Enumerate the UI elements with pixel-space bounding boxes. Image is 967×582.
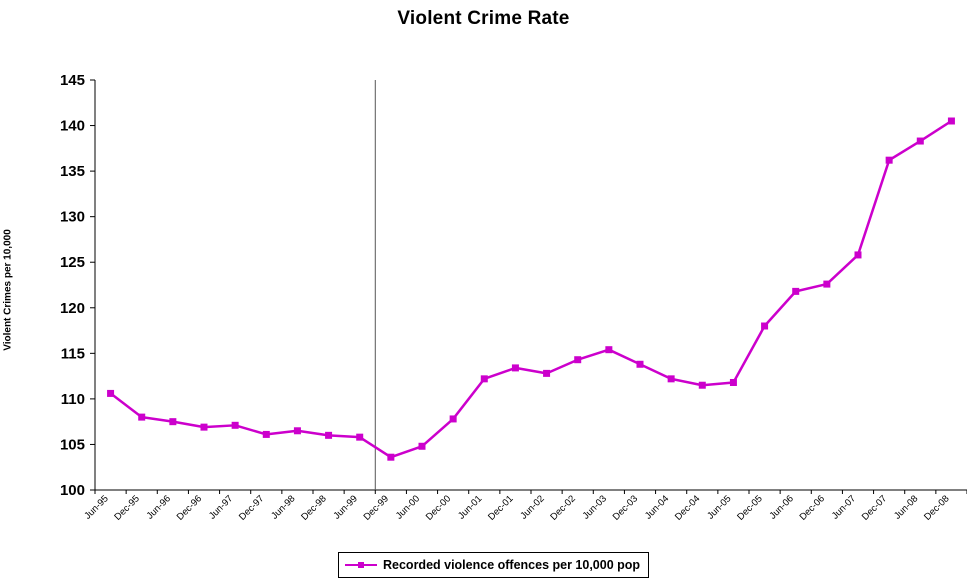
data-point-marker	[667, 375, 675, 383]
data-point-marker	[916, 137, 924, 145]
x-tick-label: Jun-07	[830, 493, 858, 521]
data-point-marker	[200, 423, 208, 431]
data-point-marker	[761, 322, 769, 330]
x-tick-label: Dec-03	[611, 493, 640, 522]
x-tick-label: Dec-06	[798, 493, 827, 522]
x-tick-label: Dec-05	[735, 493, 764, 522]
x-tick-label: Jun-02	[518, 493, 546, 521]
y-tick-label: 135	[60, 163, 85, 180]
data-point-marker	[636, 360, 644, 368]
x-tick-label: Jun-95	[82, 493, 110, 521]
x-tick-label: Jun-06	[768, 493, 796, 521]
data-point-marker	[698, 381, 706, 389]
chart-title: Violent Crime Rate	[397, 8, 570, 29]
x-tick-label: Dec-96	[175, 493, 204, 522]
x-tick-label: Dec-98	[299, 493, 328, 522]
x-tick-label: Dec-07	[860, 493, 889, 522]
data-point-marker	[729, 378, 737, 386]
chart-legend: Recorded violence offences per 10,000 po…	[338, 552, 650, 578]
x-tick-label: Dec-08	[922, 493, 951, 522]
data-point-marker	[543, 369, 551, 377]
data-point-marker	[138, 413, 146, 421]
data-point-marker	[511, 364, 519, 372]
data-point-marker	[293, 427, 301, 435]
data-point-marker	[885, 156, 893, 164]
data-point-marker	[792, 287, 800, 295]
data-point-marker	[356, 433, 364, 441]
x-tick-label: Dec-95	[112, 493, 141, 522]
x-tick-label: Jun-96	[145, 493, 173, 521]
x-tick-label: Jun-01	[456, 493, 484, 521]
data-point-marker	[823, 280, 831, 288]
x-tick-label: Dec-00	[424, 493, 453, 522]
series-line	[109, 119, 953, 459]
x-tick-label: Jun-99	[332, 493, 360, 521]
data-point-marker	[449, 415, 457, 423]
y-tick-label: 105	[60, 436, 85, 453]
data-point-marker	[418, 442, 426, 450]
data-point-marker	[480, 375, 488, 383]
x-tick-label: Jun-98	[269, 493, 297, 521]
x-tick-label: Dec-99	[362, 493, 391, 522]
y-tick-label: 110	[61, 391, 85, 408]
y-tick-label: 130	[60, 209, 85, 226]
data-point-marker	[231, 421, 239, 429]
y-tick-label: 100	[60, 482, 85, 499]
data-point-marker	[947, 117, 955, 125]
x-tick-label: Jun-04	[643, 493, 671, 521]
x-tick-label: Dec-02	[548, 493, 577, 522]
y-tick-label: 120	[60, 300, 85, 317]
x-tick-label: Dec-04	[673, 493, 702, 522]
y-tick-label: 140	[60, 118, 85, 135]
data-point-marker	[574, 356, 582, 364]
x-tick-label: Jun-08	[892, 493, 920, 521]
legend-swatch	[345, 558, 377, 572]
x-tick-label: Jun-97	[207, 493, 235, 521]
data-point-marker	[387, 453, 395, 461]
data-point-marker	[325, 431, 333, 439]
data-point-marker	[262, 430, 270, 438]
data-point-marker	[107, 389, 115, 397]
y-tick-label: 145	[60, 72, 85, 89]
legend-label: Recorded violence offences per 10,000 po…	[383, 558, 641, 572]
x-tick-label: Dec-97	[237, 493, 266, 522]
x-tick-label: Jun-05	[705, 493, 733, 521]
x-tick-label: Jun-03	[581, 493, 609, 521]
y-tick-label: 125	[60, 254, 85, 271]
x-tick-label: Jun-00	[394, 493, 422, 521]
data-point-marker	[854, 251, 862, 259]
x-tick-label: Dec-01	[486, 493, 515, 522]
data-point-marker	[169, 418, 177, 426]
y-tick-label: 115	[61, 345, 85, 362]
data-point-marker	[605, 346, 613, 354]
